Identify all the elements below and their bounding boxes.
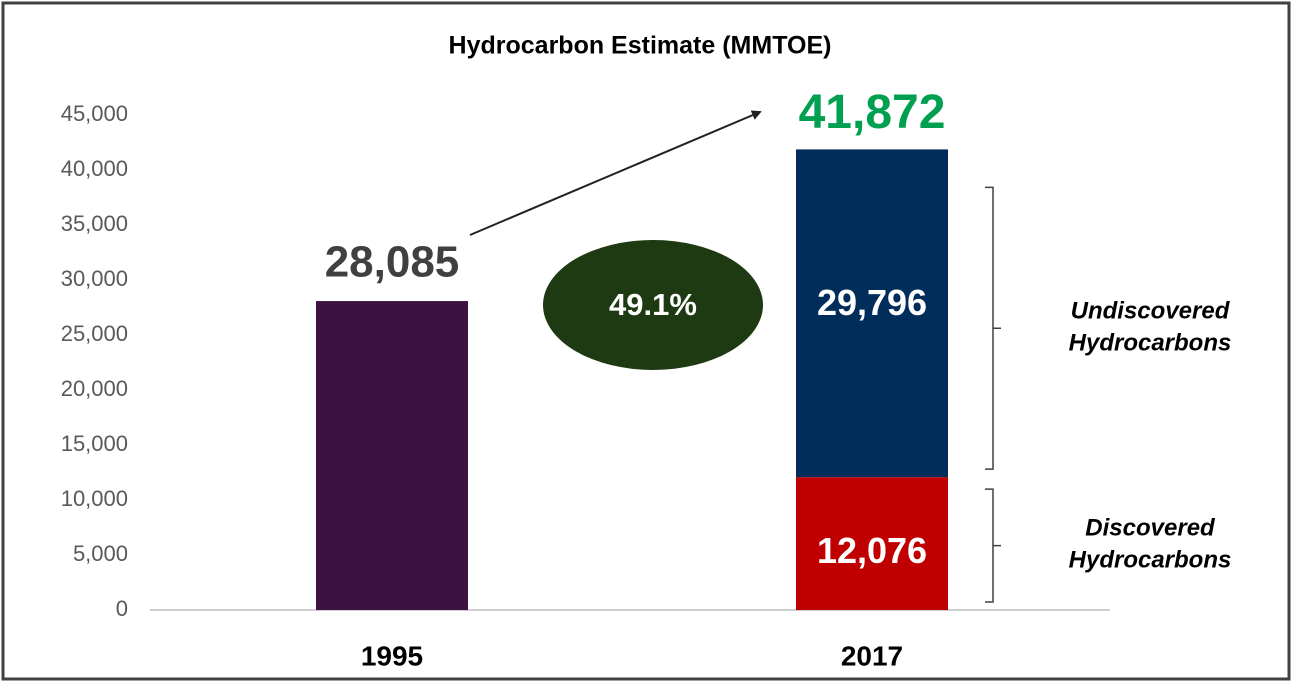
bar-segment [796, 149, 948, 478]
total-label: 41,872 [799, 86, 946, 139]
bar-segment [796, 477, 948, 610]
y-tick-label: 15,000 [61, 431, 128, 456]
legend-label: Discovered Hydrocarbons [1069, 515, 1232, 574]
y-tick-label: 20,000 [61, 376, 128, 401]
growth-label: 49.1% [609, 287, 697, 322]
bracket [985, 488, 1001, 603]
legend-label: Undiscovered Hydrocarbons [1069, 298, 1232, 357]
value-label: 29,796 [817, 282, 927, 323]
x-tick-label: 2017 [841, 640, 903, 671]
growth-arrow [469, 110, 762, 236]
y-tick-label: 5,000 [73, 541, 128, 566]
bracket [985, 186, 1001, 470]
y-tick-label: 0 [116, 596, 128, 621]
y-tick-label: 30,000 [61, 266, 128, 291]
y-tick-label: 40,000 [61, 156, 128, 181]
value-label: 12,076 [817, 530, 927, 571]
value-label: 28,085 [325, 238, 460, 287]
growth-badge [543, 240, 763, 370]
y-tick-label: 10,000 [61, 486, 128, 511]
y-tick-label: 35,000 [61, 211, 128, 236]
y-tick-label: 45,000 [61, 101, 128, 126]
chart-title: Hydrocarbon Estimate (MMTOE) [449, 32, 832, 60]
bar-segment [316, 301, 468, 610]
x-tick-label: 1995 [361, 640, 423, 671]
y-tick-label: 25,000 [61, 321, 128, 346]
